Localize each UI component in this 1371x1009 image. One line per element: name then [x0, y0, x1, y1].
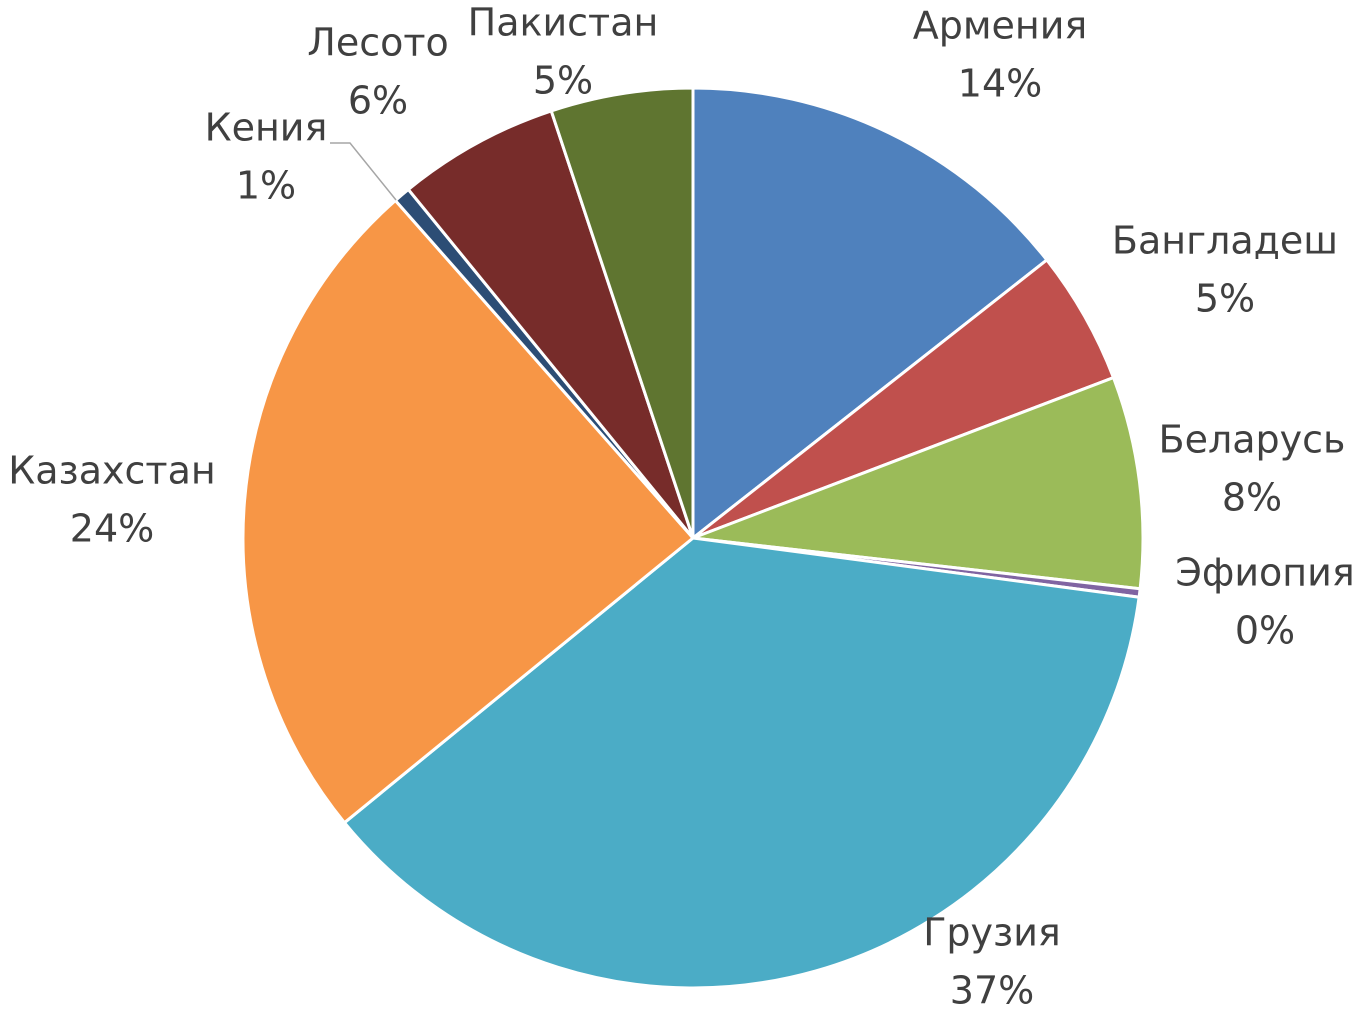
pie-slice	[241, 198, 696, 825]
slice-label: Грузия	[923, 911, 1061, 955]
slice-label: Пакистан	[468, 1, 659, 45]
pie-slice	[342, 536, 1141, 990]
pie-slice	[691, 86, 1049, 542]
pie-slice	[549, 86, 695, 539]
slice-percent: 8%	[1222, 476, 1282, 520]
slice-label: Эфиопия	[1175, 551, 1354, 595]
slice-percent: 5%	[533, 59, 593, 103]
slice-label: Бангладеш	[1112, 219, 1338, 263]
slice-percent: 24%	[70, 507, 154, 551]
slice-label: Армения	[913, 4, 1088, 48]
slice-percent: 5%	[1195, 277, 1255, 321]
slice-percent: 6%	[348, 79, 408, 123]
slice-label: Лесото	[307, 21, 448, 65]
slice-percent: 1%	[236, 164, 296, 208]
pie-slice	[406, 109, 695, 539]
slice-label: Кения	[205, 106, 328, 150]
pie-slice	[692, 375, 1145, 591]
slice-percent: 37%	[950, 969, 1034, 1009]
slice-percent: 14%	[958, 62, 1042, 106]
leader-line	[330, 142, 397, 201]
slice-label: Беларусь	[1159, 418, 1346, 462]
slice-percent: 0%	[1235, 609, 1295, 653]
slice-label: Казахстан	[8, 449, 215, 493]
